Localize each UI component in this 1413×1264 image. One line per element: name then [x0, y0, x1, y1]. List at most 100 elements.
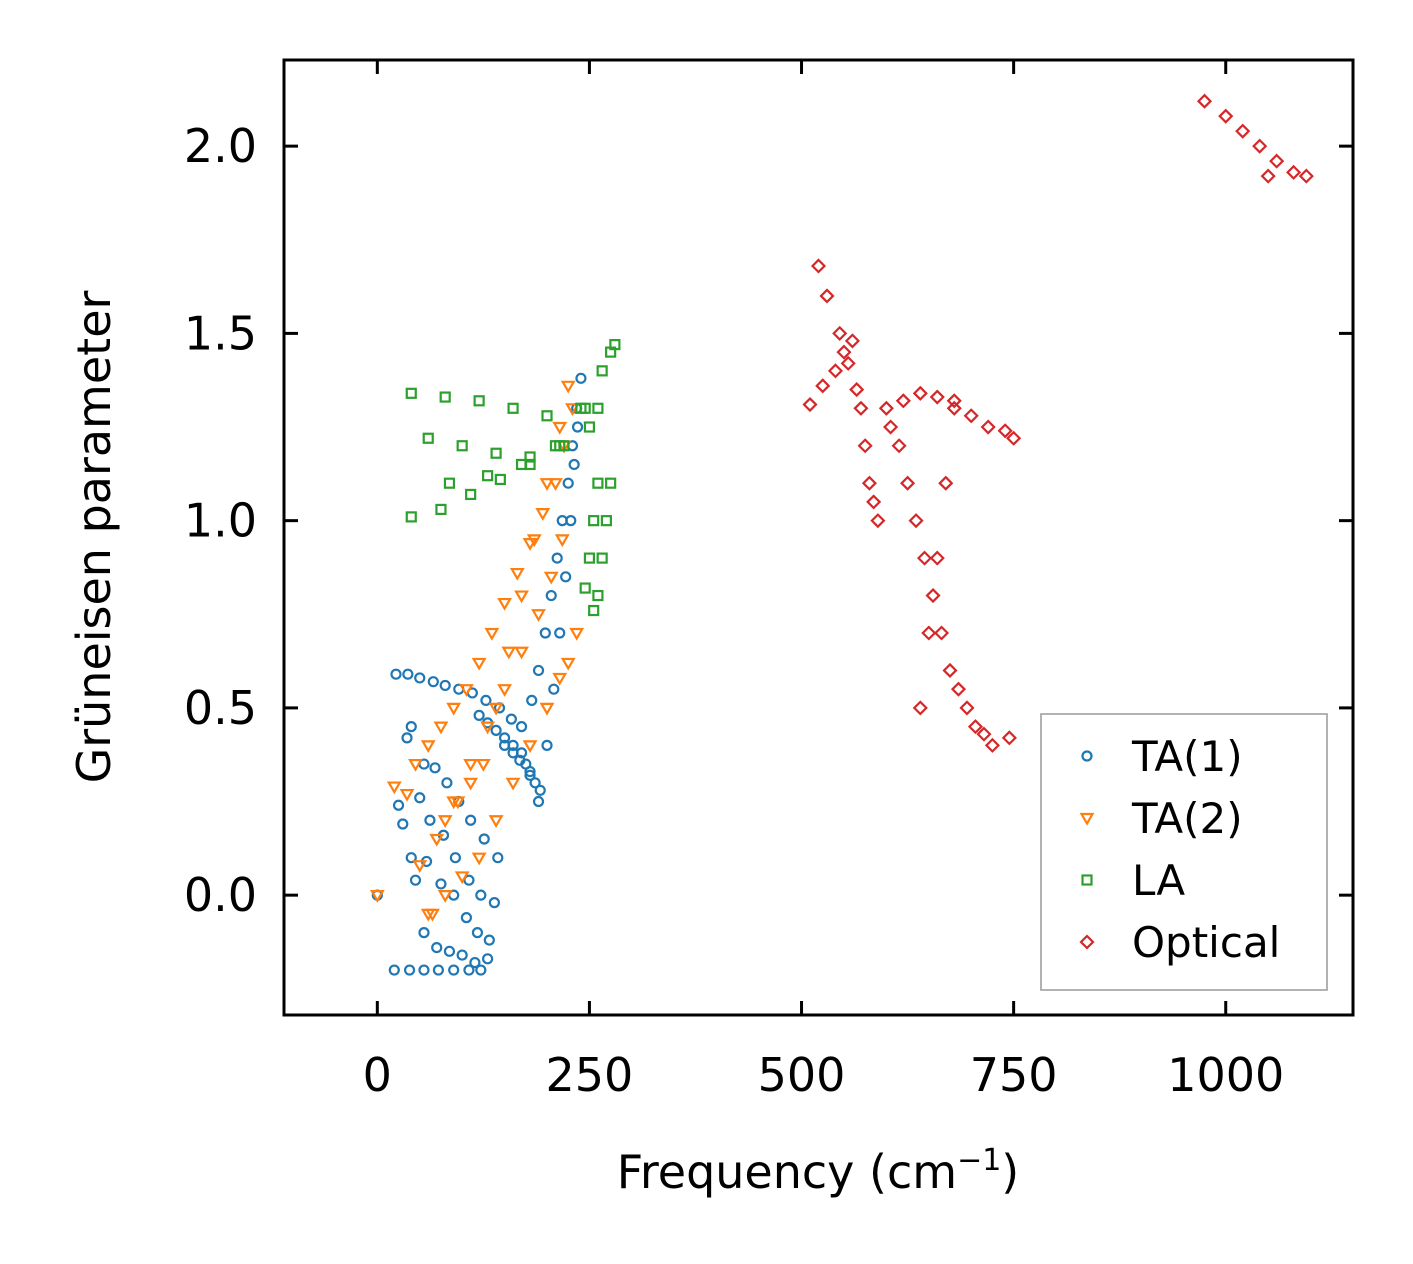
ta-1-point [403, 964, 416, 976]
la-point [524, 451, 536, 463]
optical-point [802, 396, 818, 413]
la-point [473, 395, 485, 407]
ta-1-point [402, 668, 414, 680]
la-point [465, 488, 477, 501]
ta-1-point [439, 679, 451, 692]
optical-point [946, 400, 962, 416]
optical-point [984, 737, 1000, 753]
ta-1-point [405, 721, 417, 733]
optical-point [946, 393, 962, 409]
ta-1-point [526, 694, 538, 707]
ta-1-point [449, 852, 461, 864]
ta-1-point [545, 589, 557, 602]
x-tick-label: 500 [758, 1048, 846, 1102]
ta-1-point [532, 795, 545, 808]
ta-1-point [534, 784, 546, 796]
ta-1-point [478, 833, 490, 845]
optical-point [861, 475, 877, 491]
ta-2-point [454, 871, 470, 885]
optical-point [1260, 168, 1276, 184]
optical-point [967, 719, 984, 735]
legend-label: TA(1) [1131, 732, 1243, 781]
optical-point [900, 475, 916, 491]
optical-point [997, 423, 1013, 439]
la-point [592, 402, 604, 414]
ta-2-point [522, 538, 538, 551]
y-tick-label: 0.0 [184, 868, 257, 922]
optical-point [1269, 153, 1285, 169]
ta-1-point [515, 721, 528, 733]
optical-point [870, 513, 886, 529]
la-point [405, 511, 417, 523]
ta-1-point [456, 949, 468, 961]
optical-point [959, 700, 975, 716]
ta-2-point [480, 721, 496, 735]
ta-1-point [539, 627, 551, 639]
la-point [490, 447, 502, 459]
optical-point [1006, 430, 1022, 446]
ta-2-point [497, 684, 512, 697]
optical-point [1218, 108, 1234, 124]
ta-1-point [409, 874, 422, 886]
ta-1-point [554, 627, 566, 639]
ta-1-point [448, 964, 460, 976]
ta-2-point [539, 702, 555, 716]
ta-2-point [488, 702, 504, 716]
ta-1-point [551, 552, 563, 564]
ta-2-point [509, 567, 525, 581]
ta-1-point [532, 664, 545, 677]
ta-1-point [390, 668, 402, 680]
ta-1-point [529, 777, 541, 789]
ta-2-point [548, 478, 563, 491]
ta-1-point [388, 964, 400, 976]
optical-point [980, 419, 996, 435]
ta-2-point [514, 590, 529, 604]
la-point [439, 391, 451, 403]
ta-1-point [435, 878, 447, 890]
ta-1-point [498, 732, 511, 744]
legend-marker [1079, 934, 1095, 950]
optical-point [853, 400, 869, 416]
ta-1-point [507, 739, 519, 751]
la-point [549, 440, 562, 452]
la-point [422, 432, 434, 444]
la-point [443, 477, 456, 489]
ta-2-point [463, 758, 479, 772]
optical-point [891, 438, 907, 454]
la-point [583, 552, 596, 564]
optical-point [827, 363, 844, 379]
x-axis-label: Frequency (cm−1) [617, 1143, 1020, 1199]
ta-1-point [397, 818, 409, 830]
x-tick-label: 0 [363, 1048, 392, 1102]
optical-point [963, 408, 979, 424]
ta-1-point [460, 912, 473, 924]
optical-point [929, 389, 945, 405]
optical-point [921, 625, 937, 641]
optical-point [1298, 168, 1314, 184]
ta-1-point [463, 874, 475, 886]
ta-2-point [369, 890, 385, 903]
optical-point [1001, 730, 1017, 746]
ta-1-point [471, 927, 484, 939]
ta-1-point [562, 477, 574, 489]
ta-2-point [552, 672, 568, 686]
optical-point [942, 662, 958, 679]
optical-point [912, 700, 928, 716]
la-point [435, 503, 447, 516]
la-point [596, 552, 608, 564]
y-tick-labels: 0.0 0.5 1.0 1.5 2.0 [184, 119, 257, 922]
ta-1-point [418, 927, 430, 939]
ta-1-point [465, 814, 477, 826]
la-point [600, 515, 612, 527]
optical-point [1252, 138, 1268, 154]
la-point [507, 402, 519, 414]
ta-1-point [492, 852, 504, 864]
ta-1-point [568, 458, 580, 471]
ta-1-point [483, 934, 495, 946]
legend-label: TA(2) [1131, 794, 1243, 843]
ta-1-point [392, 799, 405, 811]
ta-2-point [433, 721, 449, 735]
optical-point [938, 475, 954, 491]
plot-frame [282, 58, 1355, 1017]
